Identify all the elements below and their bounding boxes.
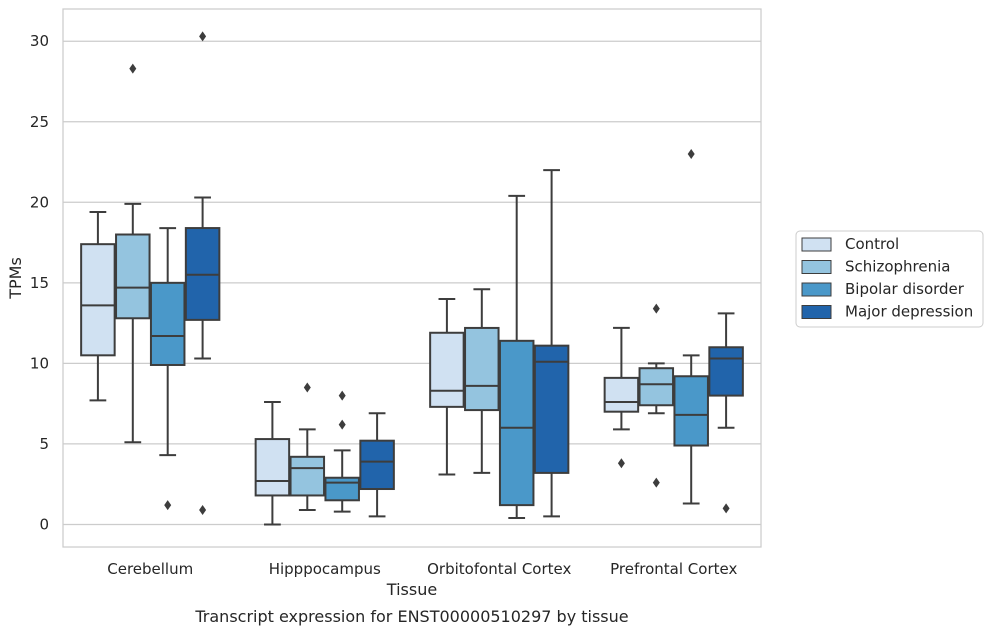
box-iqr (708, 346, 744, 397)
box-iqr (464, 326, 500, 412)
series-schizophrenia (115, 63, 675, 511)
outlier-point (338, 419, 346, 430)
box-group (80, 210, 116, 402)
legend-swatch (801, 305, 832, 319)
box-iqr (673, 375, 709, 447)
box-group (708, 312, 744, 514)
outlier-point (652, 303, 660, 314)
series-major-depression (184, 31, 744, 518)
box-group (498, 194, 535, 520)
legend-label: Bipolar disorder (845, 280, 965, 298)
box-group (638, 303, 675, 488)
legend-frame (795, 230, 984, 328)
x-axis-label: Tissue (386, 580, 437, 599)
box-iqr (115, 233, 151, 320)
box-group (533, 169, 570, 518)
series-bipolar-disorder (149, 148, 709, 520)
box-group (184, 31, 221, 515)
legend-item: Bipolar disorder (801, 280, 965, 298)
y-tick-label: 10 (30, 354, 49, 372)
box-iqr (359, 439, 395, 491)
legend-item: Schizophrenia (801, 258, 950, 276)
outlier-point (652, 477, 660, 488)
y-tick-label: 15 (30, 274, 49, 292)
outlier-point (199, 504, 207, 515)
legend-swatch (801, 237, 832, 252)
outlier-point (199, 31, 207, 42)
y-tick-label: 5 (39, 435, 49, 453)
y-tick-label: 0 (39, 515, 49, 533)
y-axis-label: TPMs (6, 257, 25, 300)
box-iqr (603, 376, 640, 413)
box-group (324, 390, 360, 513)
box-group (429, 297, 465, 476)
box-group (149, 227, 186, 511)
box-iqr (498, 339, 535, 507)
box-iqr (429, 331, 465, 408)
series-control (80, 210, 640, 526)
plot-frame (62, 8, 762, 548)
legend-item: Control (801, 235, 899, 253)
box-group (359, 412, 395, 518)
box-series-group (80, 31, 744, 526)
legend-label: Control (845, 235, 899, 253)
x-tick-label: Cerebellum (107, 560, 193, 578)
y-tick-label: 30 (30, 32, 49, 50)
chart-caption: Transcript expression for ENST0000051029… (194, 607, 628, 626)
box-group (289, 382, 326, 511)
box-group (464, 288, 500, 474)
box-iqr (324, 476, 360, 502)
box-group (115, 63, 151, 444)
outlier-point (687, 148, 695, 159)
outlier-point (722, 503, 730, 514)
box-iqr (254, 438, 291, 497)
legend-label: Major depression (845, 303, 973, 321)
outlier-point (303, 382, 311, 393)
box-group (254, 401, 291, 526)
box-iqr (80, 243, 116, 357)
y-tick-label: 20 (30, 193, 49, 211)
box-iqr (533, 344, 570, 474)
legend-item: Major depression (801, 303, 973, 321)
box-iqr (638, 367, 675, 407)
plot-area (63, 9, 761, 547)
box-iqr (289, 455, 326, 497)
box-iqr (149, 281, 186, 366)
x-tick-label: Orbitofontal Cortex (427, 560, 571, 578)
outlier-point (129, 63, 137, 74)
legend-swatch (801, 260, 832, 274)
box-group (603, 326, 640, 469)
x-tick-labels: Cerebellum Hipppocampus Orbitofontal Corte… (107, 560, 737, 578)
outlier-point (338, 390, 346, 401)
y-tick-labels: 0 5 10 15 20 25 30 (30, 32, 49, 533)
outlier-point (164, 500, 172, 511)
legend-label: Schizophrenia (845, 258, 950, 276)
y-tick-label: 25 (30, 113, 49, 131)
box-group (673, 148, 709, 505)
legend: Control Schizophrenia Bipolar disorder Majo… (795, 230, 984, 328)
legend-swatch (801, 282, 832, 297)
x-tick-label: Prefrontal Cortex (610, 560, 737, 578)
outlier-point (617, 458, 625, 469)
x-tick-label: Hipppocampus (269, 560, 381, 578)
